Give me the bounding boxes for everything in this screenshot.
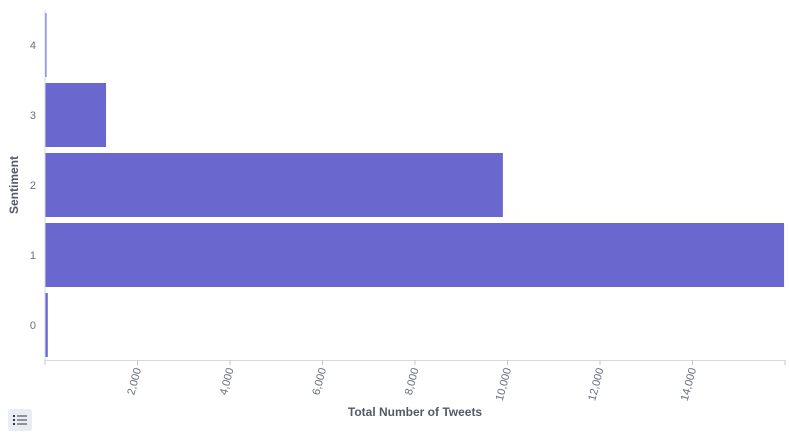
bar-sentiment-3[interactable] bbox=[45, 83, 107, 147]
y-axis-title: Sentiment bbox=[7, 156, 21, 214]
list-icon bbox=[13, 415, 27, 425]
x-axis-title: Total Number of Tweets bbox=[348, 405, 483, 419]
x-tick-label: 2,000 bbox=[125, 367, 144, 397]
y-tick-label: 2 bbox=[30, 180, 36, 192]
x-axis: 2,000 4,000 6,000 8,000 10,000 12,000 14,000 bbox=[44, 360, 786, 403]
y-tick-label: 3 bbox=[30, 110, 36, 122]
y-tick-label: 0 bbox=[30, 320, 36, 332]
y-tick-label: 1 bbox=[30, 250, 36, 262]
bar-sentiment-2[interactable] bbox=[45, 153, 503, 217]
x-tick-label: 4,000 bbox=[218, 367, 237, 397]
x-tick-label: 8,000 bbox=[403, 367, 422, 397]
bar-sentiment-4[interactable] bbox=[45, 13, 47, 77]
bars-group bbox=[45, 13, 785, 357]
bar-sentiment-0[interactable] bbox=[45, 293, 48, 357]
legend-toggle-button[interactable] bbox=[8, 409, 32, 431]
bar-sentiment-1[interactable] bbox=[45, 223, 785, 287]
x-tick-label: 12,000 bbox=[586, 367, 606, 403]
x-tick-label: 14,000 bbox=[679, 367, 699, 403]
x-tick-label: 10,000 bbox=[494, 367, 514, 403]
x-tick-label: 6,000 bbox=[310, 367, 329, 397]
y-tick-label: 4 bbox=[30, 40, 36, 52]
y-axis: 0 1 2 3 4 bbox=[30, 10, 46, 360]
